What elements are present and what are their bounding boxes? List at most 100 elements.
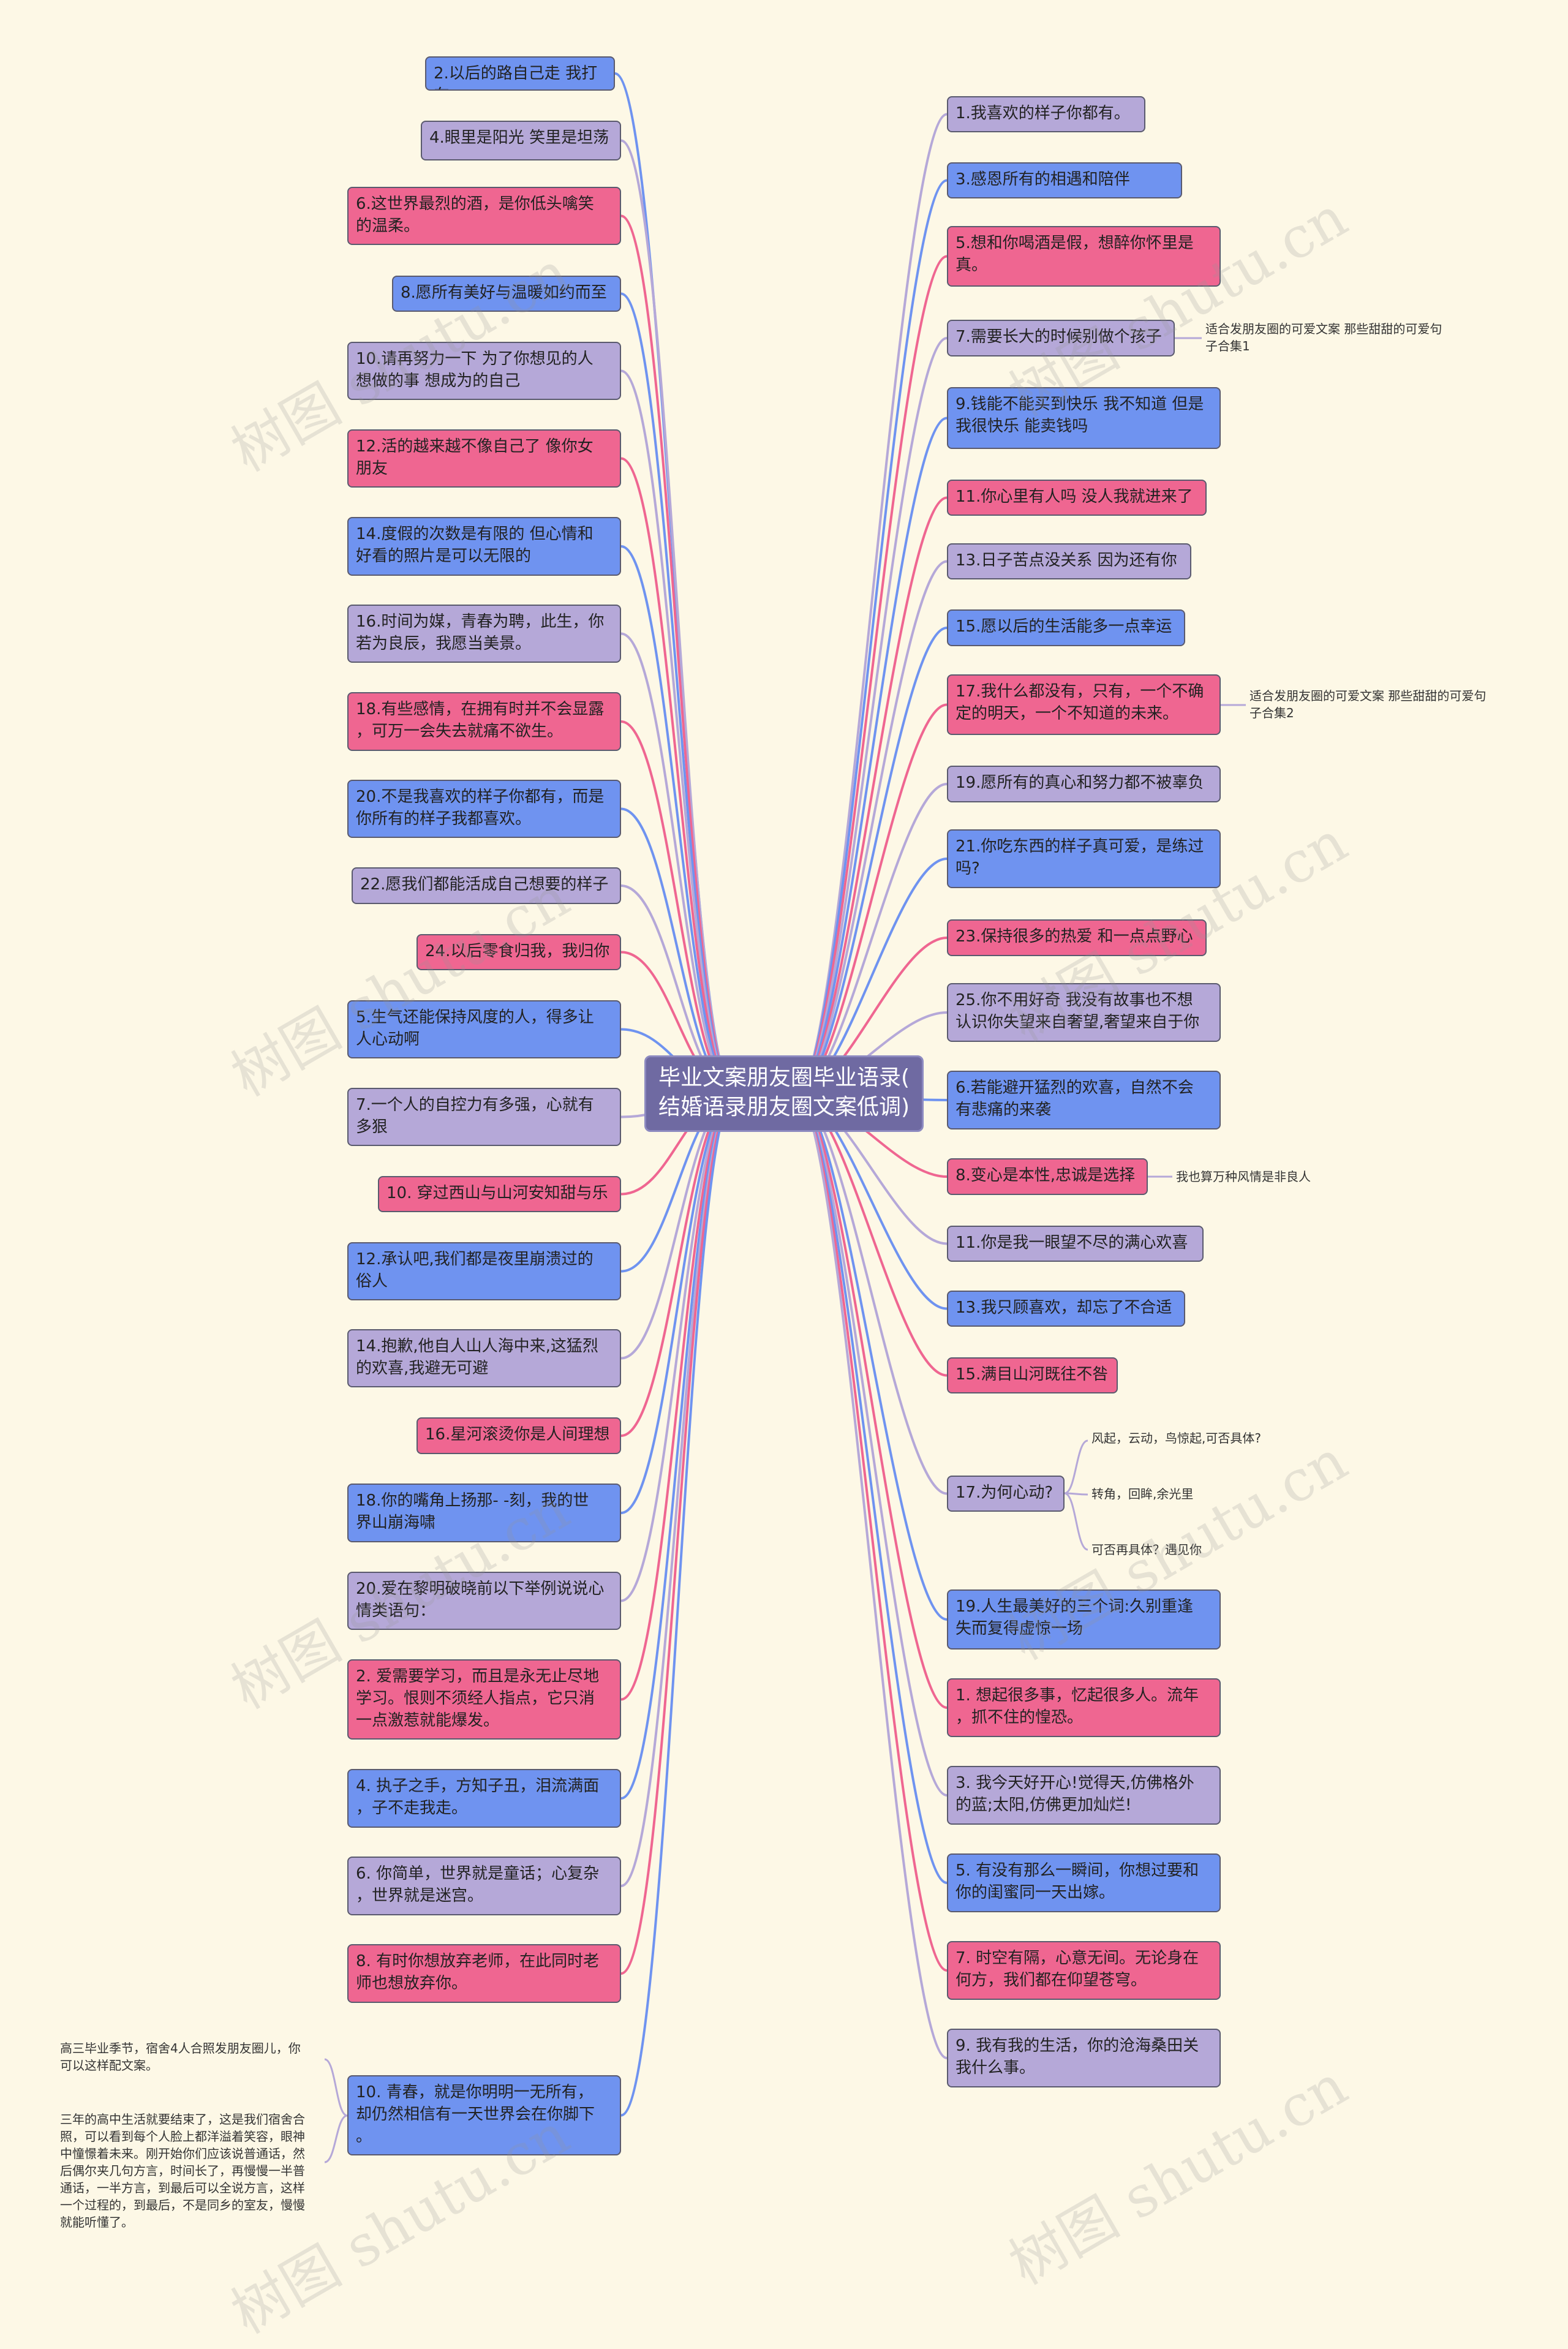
right-topic-4[interactable]: 7.需要长大的时候别做个孩子 (947, 320, 1175, 356)
central-topic-line-1: 毕业文案朋友圈毕业语录( (658, 1065, 910, 1090)
right-topic-1[interactable]: 1.我喜欢的样子你都有。 (947, 96, 1145, 132)
topic-text-line: 你所有的样子我都喜欢。 (356, 810, 532, 828)
left-topic-7[interactable]: 14.度假的次数是有限的 但心情和 好看的照片是可以无限的 (347, 517, 621, 576)
left-topic-21[interactable]: 2. 爱需要学习，而且是永无止尽地 学习。恨则不须经人指点，它只消 一点激惹就能爆发… (347, 1659, 621, 1740)
right-topic-11[interactable]: 21.你吃东西的样子真可爱，是练过 吗? (947, 829, 1221, 888)
right-topic-22[interactable]: 3. 我今天好开心!觉得天,仿佛格外 的蓝;太阳,仿佛更加灿烂! (947, 1766, 1221, 1825)
left-topic-8[interactable]: 16.时间为媒，青春为聘，此生，你 若为良辰，我愿当美景。 (347, 605, 621, 663)
topic-text-line: 好看的照片是可以无限的 (356, 547, 532, 565)
right-topic-2[interactable]: 3.感恩所有的相遇和陪伴 (947, 162, 1182, 198)
topic-text-line: 18.你的嘴角上扬那- -刻，我的世 (356, 1491, 589, 1510)
central-topic-line-2: 结婚语录朋友圈文案低调) (658, 1095, 910, 1120)
topic-text-line: 12.活的越来越不像自己了 像你女 (356, 437, 594, 456)
left-topic-24[interactable]: 8. 有时你想放弃老师，在此同时老 师也想放弃你。 (347, 1944, 621, 2003)
left-topic-9[interactable]: 18.有些感情，在拥有时并不会显露 ，可万一会失去就痛不欲生。 (347, 692, 621, 751)
left-topic-2[interactable]: 4.眼里是阳光 笑里是坦荡 (421, 121, 621, 160)
right-topic-6[interactable]: 11.你心里有人吗 没人我就进来了 (947, 480, 1207, 516)
left-topic-20[interactable]: 20.爱在黎明破晓前以下举例说说心 情类语句： (347, 1572, 621, 1630)
topic-text-line: 若为良辰，我愿当美景。 (356, 635, 532, 653)
left-topic-5[interactable]: 10.请再努力一下 为了你想见的人 想做的事 想成为的自己 (347, 342, 621, 400)
topic-text-line: 15.愿以后的生活能多一点幸运 (956, 617, 1172, 636)
topic-text-line: 朋友 (356, 459, 388, 478)
right-topic-25[interactable]: 9. 我有我的生活，你的沧海桑田关 我什么事。 (947, 2029, 1221, 2087)
left-topic-4[interactable]: 8.愿所有美好与温暖如约而至 (392, 276, 621, 312)
left-topic-17[interactable]: 14.抱歉,他自人山人海中来,这猛烈 的欢喜,我避无可避 (347, 1329, 621, 1387)
right-topic-18[interactable]: 15.满目山河既往不咎 (947, 1357, 1118, 1393)
left-topic-11[interactable]: 22.愿我们都能活成自己想要的样子 (352, 867, 621, 904)
right-topic-5[interactable]: 9.钱能不能买到快乐 我不知道 但是 我很快乐 能卖钱吗 (947, 387, 1221, 449)
right-connector-21 (796, 1093, 948, 1709)
left-topic-10[interactable]: 20.不是我喜欢的样子你都有，而是 你所有的样子我都喜欢。 (347, 780, 621, 838)
right-topic-10[interactable]: 19.愿所有的真心和努力都不被辜负 (947, 766, 1221, 802)
left-connector-5 (620, 369, 736, 1095)
left-connector-22 (620, 1093, 736, 1800)
topic-text-line: ，世界就是迷宫。 (356, 1887, 484, 1905)
right-topic-9[interactable]: 17.我什么都没有，只有，一个不确 定的明天，一个不知道的未来。 (947, 674, 1221, 735)
left-topic-22[interactable]: 4. 执子之手，方知子丑，泪流满面 ，子不走我走。 (347, 1769, 621, 1828)
topic-text-line: 22.愿我们都能活成自己想要的样子 (360, 875, 609, 894)
topic-text-line: 1. 想起很多事，忆起很多人。流年 (956, 1686, 1199, 1705)
topic-text-line: 师也想放弃你。 (356, 1974, 468, 1993)
topic-text-line: 21.你吃东西的样子真可爱，是练过 (956, 837, 1204, 856)
topic-text-line: 9. 我有我的生活，你的沧海桑田关 (956, 2037, 1199, 2055)
topic-text-line: ，抓不住的惶恐。 (956, 1708, 1084, 1727)
topic-text-line: 3.感恩所有的相遇和陪伴 (956, 170, 1130, 189)
left-topic-19[interactable]: 18.你的嘴角上扬那- -刻，我的世 界山崩海啸 (347, 1484, 621, 1542)
note-connector-l25a (324, 2058, 348, 2117)
right-topic-7[interactable]: 13.日子苦点没关系 因为还有你 (947, 543, 1191, 579)
right-topic-21[interactable]: 1. 想起很多事，忆起很多人。流年 ，抓不住的惶恐。 (947, 1678, 1221, 1737)
topic-text-line: 18.有些感情，在拥有时并不会显露 (356, 700, 605, 718)
right-topic-24[interactable]: 7. 时空有隔，心意无间。无论身在 何方，我们都在仰望苍穹。 (947, 1941, 1221, 2000)
topic-text-line: ，子不走我走。 (356, 1799, 468, 1817)
topic-text-line: 俗人 (356, 1272, 388, 1291)
topic-text-line: 13.日子苦点没关系 因为还有你 (956, 551, 1177, 570)
left-topic-14[interactable]: 7.一个人的自控力有多强，心就有 多狠 (347, 1088, 621, 1146)
right-topic-19[interactable]: 17.为何心动? (947, 1476, 1065, 1512)
left-topic-15[interactable]: 10. 穿过西山与山河安知甜与乐 (378, 1176, 621, 1212)
right-topic-16[interactable]: 11.你是我一眼望不尽的满心欢喜 (947, 1226, 1204, 1262)
right-connector-23 (796, 1093, 948, 1884)
left-topic-12[interactable]: 24.以后零食归我，我归你 (417, 934, 621, 970)
left-topic-18[interactable]: 16.星河滚烫你是人间理想 (417, 1417, 621, 1454)
right-topic-15[interactable]: 8.变心是本性,忠诚是选择 (947, 1158, 1148, 1195)
note-connector-l25b (324, 2114, 348, 2163)
topic-text-line: 有悲痛的来袭 (956, 1101, 1052, 1119)
left-topic-23[interactable]: 6. 你简单，世界就是童话；心复杂 ，世界就是迷宫。 (347, 1857, 621, 1915)
note-r19c: 可否再具体？遇见你 (1091, 1541, 1202, 1558)
topic-text-line: 一点激惹就能爆发。 (356, 1711, 500, 1730)
topic-text-line: 界山崩海啸 (356, 1514, 436, 1532)
right-topic-17[interactable]: 13.我只顾喜欢，却忘了不合适 (947, 1291, 1185, 1327)
topic-text-line: 23.保持很多的热爱 和一点点野心 (956, 927, 1193, 946)
central-topic[interactable]: 毕业文案朋友圈毕业语录( 结婚语录朋友圈文案低调) (644, 1055, 924, 1132)
topic-text-line: 11.你是我一眼望不尽的满心欢喜 (956, 1234, 1188, 1252)
topic-text-line: 2.以后的路自己走 我打车 (434, 64, 598, 89)
topic-text-line: 20.爱在黎明破晓前以下举例说说心 (356, 1580, 605, 1598)
note-text-line: 可否再具体？遇见你 (1091, 1542, 1202, 1557)
note-r15: 我也算万种风情是非良人 (1176, 1168, 1311, 1185)
note-r19a: 风起，云动，鸟惊起,可否具体? (1091, 1430, 1261, 1447)
right-topic-3[interactable]: 5.想和你喝酒是假，想醉你怀里是 真。 (947, 226, 1221, 287)
note-text-line: 适合发朋友圈的可爱文案 那些甜甜的可爱句 (1205, 322, 1442, 336)
right-topic-23[interactable]: 5. 有没有那么一瞬间，你想过要和 你的闺蜜同一天出嫁。 (947, 1853, 1221, 1912)
topic-text-line: 7. 时空有隔，心意无间。无论身在 (956, 1949, 1199, 1967)
left-topic-16[interactable]: 12.承认吧,我们都是夜里崩溃过的 俗人 (347, 1242, 621, 1300)
topic-text-line: 10. 穿过西山与山河安知甜与乐 (386, 1184, 608, 1202)
right-topic-12[interactable]: 23.保持很多的热爱 和一点点野心 (947, 919, 1207, 956)
topic-text-line: 情类语句： (356, 1602, 436, 1620)
right-topic-20[interactable]: 19.人生最美好的三个词:久别重逢 失而复得虚惊一场 (947, 1589, 1221, 1650)
left-topic-25[interactable]: 10. 青春，就是你明明一无所有， 却仍然相信有一天世界会在你脚下。 (347, 2075, 621, 2155)
left-topic-13[interactable]: 5.生气还能保持风度的人，得多让 人心动啊 (347, 1000, 621, 1058)
left-topic-1[interactable]: 2.以后的路自己走 我打车 (425, 56, 615, 91)
left-topic-6[interactable]: 12.活的越来越不像自己了 像你女 朋友 (347, 429, 621, 488)
right-topic-13[interactable]: 25.你不用好奇 我没有故事也不想 认识你失望来自奢望,奢望来自于你 (947, 983, 1221, 1042)
topic-text-line: 11.你心里有人吗 没人我就进来了 (956, 488, 1193, 506)
left-topic-3[interactable]: 6.这世界最烈的酒，是你低头噙笑 的温柔。 (347, 187, 621, 245)
right-topic-8[interactable]: 15.愿以后的生活能多一点幸运 (947, 609, 1185, 646)
left-connector-4 (620, 292, 736, 1095)
note-text-line: 后偶尔夹几句方言，时间长了，再慢慢一半普 (60, 2163, 305, 2178)
right-topic-14[interactable]: 6.若能避开猛烈的欢喜，自然不会 有悲痛的来袭 (947, 1071, 1221, 1129)
right-connector-6 (796, 496, 948, 1095)
topic-text-line: 却仍然相信有一天世界会在你脚下 (356, 2105, 595, 2124)
topic-text-line: 4.眼里是阳光 笑里是坦荡 (429, 129, 609, 147)
topic-text-line: 我很快乐 能卖钱吗 (956, 417, 1088, 435)
